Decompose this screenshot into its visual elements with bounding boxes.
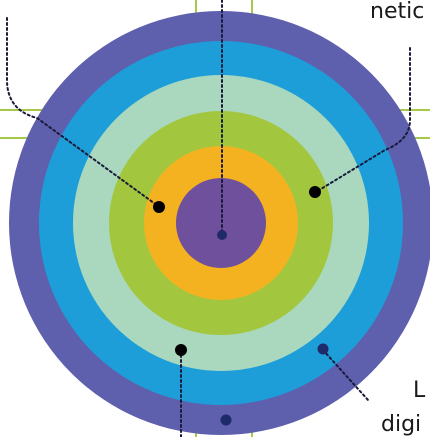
marker-dot-center [217,230,227,240]
leader-line-bottom-right [322,349,369,401]
marker-dot-left [153,201,165,213]
ring-core [176,178,266,268]
label-bottom-right-lower: digi [381,412,421,437]
label-top-right: netic [370,0,424,24]
marker-dot-bottom [175,344,187,356]
marker-dot-lower-right [317,343,329,355]
leader-lines [6,0,411,437]
marker-dot-right [309,186,321,198]
label-bottom-right-upper: L [413,378,426,403]
leader-line-right [315,47,411,193]
leader-line-top-left [6,17,159,207]
marker-dot-bottom-center [220,414,232,426]
